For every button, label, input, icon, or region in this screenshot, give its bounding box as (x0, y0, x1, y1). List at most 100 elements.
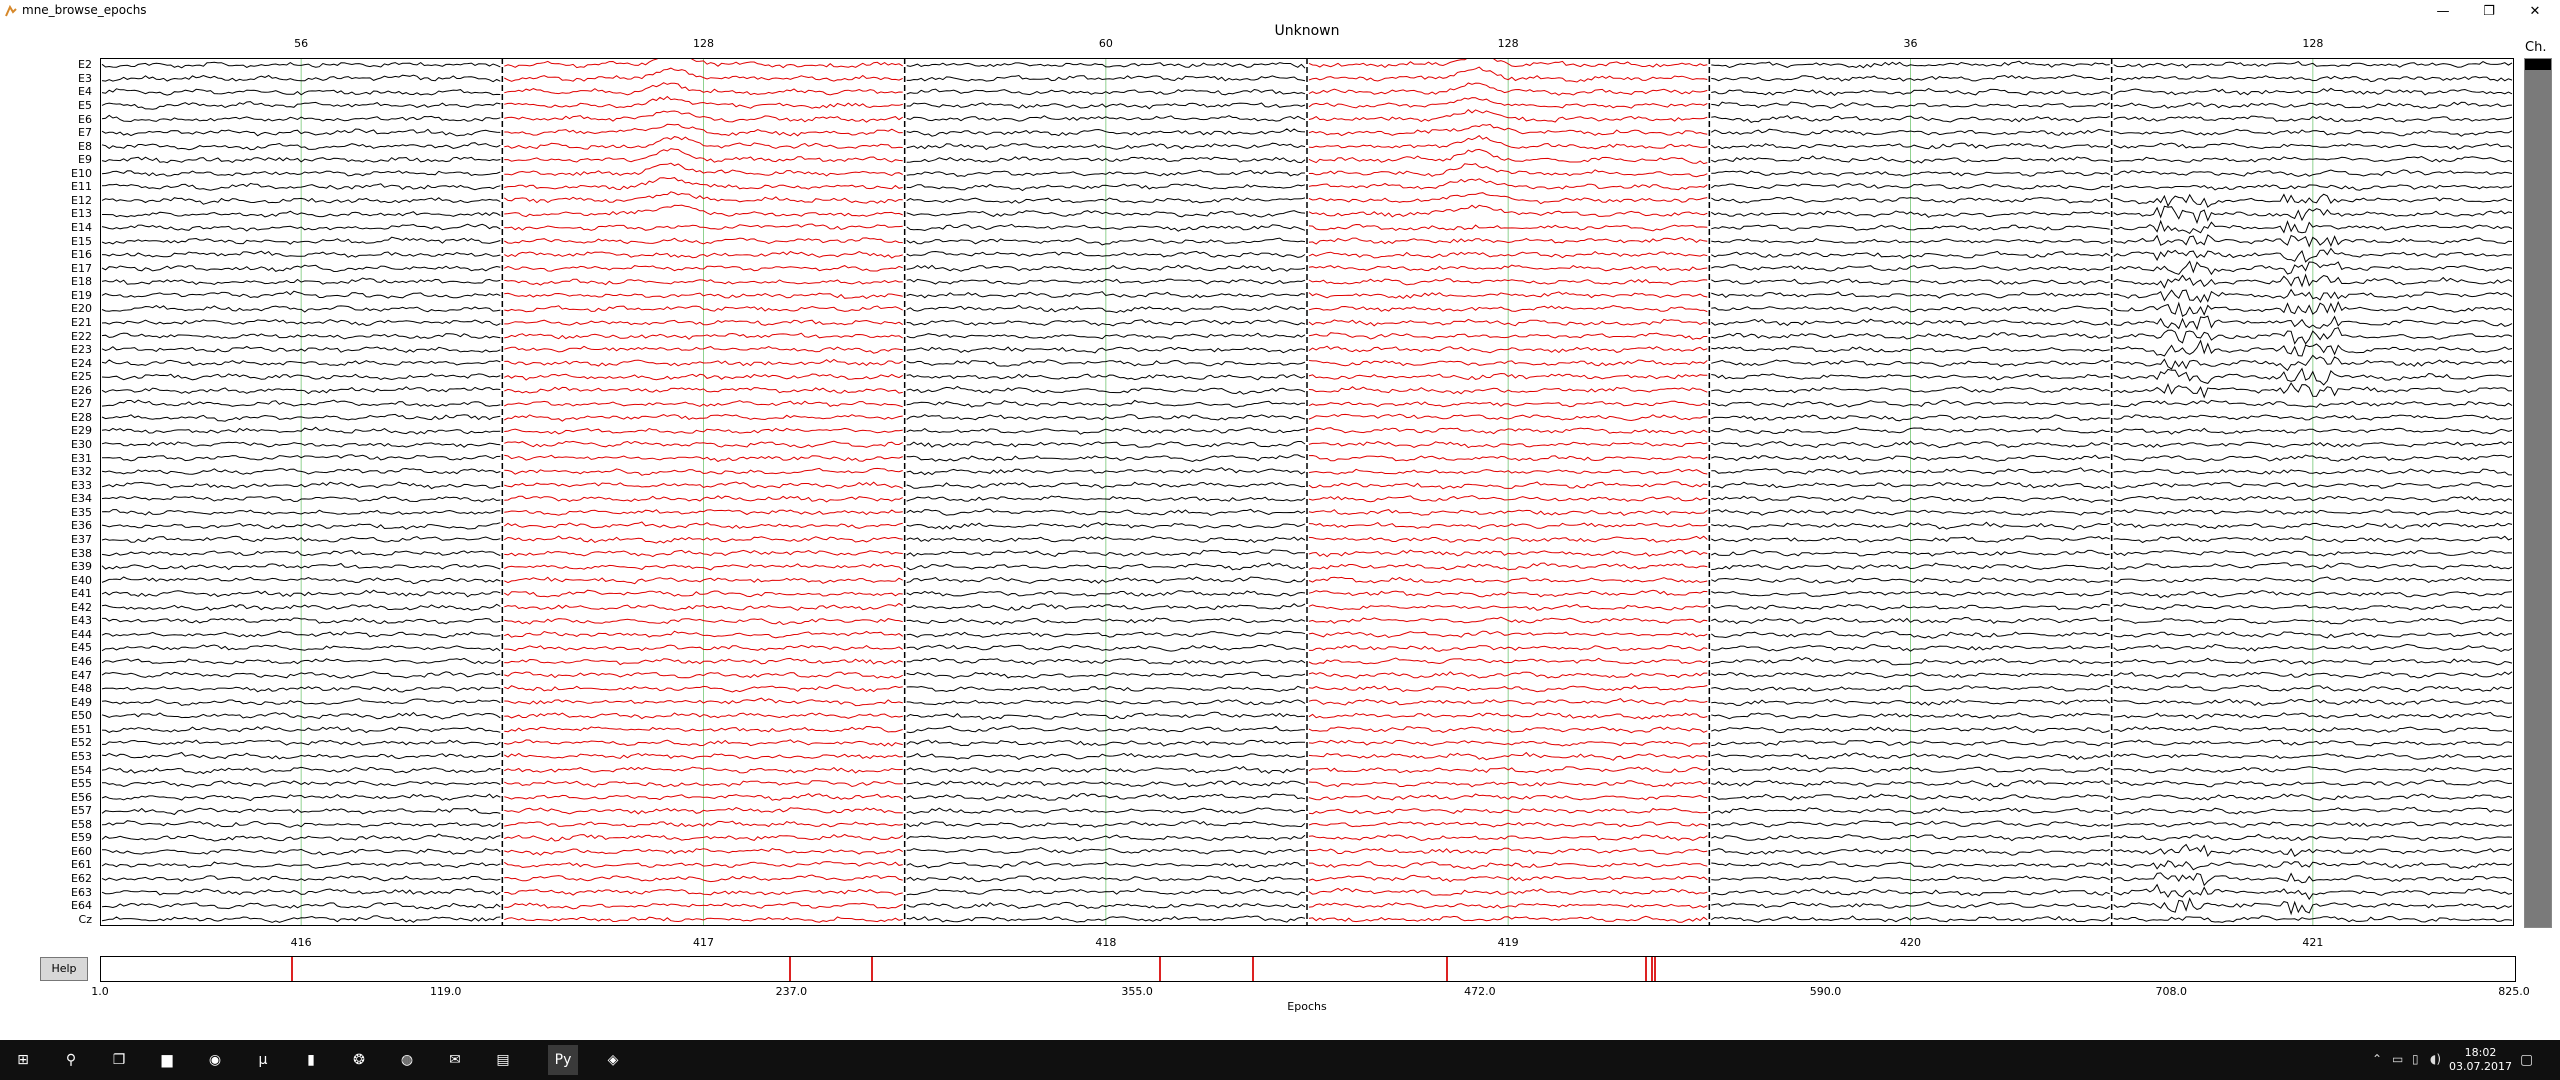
channel-label[interactable]: E32 (71, 465, 92, 479)
channel-scrollbar-thumb[interactable] (2525, 59, 2551, 70)
mail-icon[interactable]: ✉ (449, 1052, 461, 1068)
channel-label[interactable]: E42 (71, 600, 92, 614)
channel-label[interactable]: E54 (71, 763, 92, 777)
channel-label[interactable]: E4 (78, 85, 92, 99)
channel-label[interactable]: E39 (71, 560, 92, 574)
steam-icon[interactable]: ◍ (400, 1052, 414, 1068)
channel-label[interactable]: E43 (71, 614, 92, 628)
channel-scrollbar[interactable] (2524, 58, 2552, 928)
epoch-419[interactable] (1308, 58, 1708, 926)
channel-label[interactable]: E45 (71, 641, 92, 655)
channel-label[interactable]: E61 (71, 858, 92, 872)
channel-label[interactable]: E24 (71, 356, 92, 370)
epoch-420[interactable] (1710, 58, 2111, 926)
channel-label[interactable]: E19 (71, 288, 92, 302)
minimize-button[interactable]: — (2436, 3, 2450, 19)
app-icon[interactable]: ▮ (307, 1052, 315, 1068)
channel-label[interactable]: E37 (71, 532, 92, 546)
channel-label[interactable]: E12 (71, 193, 92, 207)
browser-icon[interactable]: ❂ (353, 1052, 365, 1068)
epoch-417[interactable] (504, 58, 903, 926)
channel-label[interactable]: E35 (71, 505, 92, 519)
search-icon[interactable]: ⚲ (65, 1052, 77, 1068)
channel-label[interactable]: E56 (71, 790, 92, 804)
channel-label[interactable]: E36 (71, 519, 92, 533)
channel-label[interactable]: E53 (71, 749, 92, 763)
task-view-icon[interactable]: ❐ (112, 1052, 126, 1068)
channel-label[interactable]: E2 (78, 58, 92, 72)
channel-label[interactable]: E58 (71, 817, 92, 831)
channel-label[interactable]: E41 (71, 587, 92, 601)
channel-label[interactable]: E9 (78, 153, 92, 167)
channel-label[interactable]: E16 (71, 248, 92, 262)
channel-label[interactable]: E15 (71, 234, 92, 248)
channel-label[interactable]: E51 (71, 722, 92, 736)
file-explorer-icon[interactable]: ▆ (161, 1052, 173, 1068)
volume-icon[interactable]: ◖) (2430, 1052, 2442, 1066)
notification-icon[interactable]: ▢ (2520, 1052, 2534, 1068)
ipython-icon[interactable]: Py (548, 1045, 578, 1075)
epoch-trace-plot[interactable] (100, 58, 2514, 926)
channel-label[interactable]: E28 (71, 410, 92, 424)
channel-label[interactable]: E20 (71, 302, 92, 316)
channel-label[interactable]: E17 (71, 261, 92, 275)
python-icon[interactable]: ◈ (607, 1052, 619, 1068)
epoch-421[interactable] (2113, 58, 2513, 926)
channel-label[interactable]: E10 (71, 166, 92, 180)
epoch-418[interactable] (906, 58, 1306, 926)
taskbar-clock[interactable]: 18:02 03.07.2017 (2449, 1046, 2512, 1074)
channel-label[interactable]: E29 (71, 424, 92, 438)
channel-label[interactable]: E40 (71, 573, 92, 587)
channel-label[interactable]: E8 (78, 139, 92, 153)
channel-label[interactable]: E6 (78, 112, 92, 126)
channel-label[interactable]: E47 (71, 668, 92, 682)
help-button[interactable]: Help (40, 957, 88, 981)
channel-label[interactable]: E3 (78, 71, 92, 85)
epoch-overview-bar[interactable] (100, 956, 2516, 982)
restore-button[interactable]: ❐ (2483, 3, 2495, 19)
channel-trace (906, 115, 1306, 122)
channel-label[interactable]: E49 (71, 695, 92, 709)
channel-label[interactable]: E27 (71, 397, 92, 411)
channel-label[interactable]: E46 (71, 655, 92, 669)
channel-label[interactable]: E33 (71, 478, 92, 492)
channel-label[interactable]: E44 (71, 627, 92, 641)
channel-label[interactable]: E30 (71, 438, 92, 452)
epoch-416[interactable] (101, 58, 501, 926)
channel-label[interactable]: E64 (71, 899, 92, 913)
channel-label[interactable]: E60 (71, 844, 92, 858)
channel-label[interactable]: E59 (71, 831, 92, 845)
channel-label[interactable]: E26 (71, 383, 92, 397)
channel-label[interactable]: E48 (71, 682, 92, 696)
channel-label[interactable]: E38 (71, 546, 92, 560)
channel-label[interactable]: E14 (71, 221, 92, 235)
channel-label[interactable]: E23 (71, 343, 92, 357)
start-icon[interactable]: ⊞ (17, 1052, 29, 1068)
channel-label[interactable]: E13 (71, 207, 92, 221)
channel-label[interactable]: E7 (78, 126, 92, 140)
chrome-icon[interactable]: ◉ (208, 1052, 222, 1068)
channel-label[interactable]: E55 (71, 777, 92, 791)
channel-label[interactable]: E11 (71, 180, 92, 194)
channel-label[interactable]: E31 (71, 451, 92, 465)
close-button[interactable]: ✕ (2529, 3, 2541, 19)
network-icon[interactable]: ▭ (2392, 1052, 2404, 1066)
channel-label[interactable]: E52 (71, 736, 92, 750)
channel-label[interactable]: Cz (78, 912, 92, 926)
channel-label[interactable]: E57 (71, 804, 92, 818)
channel-label[interactable]: E63 (71, 885, 92, 899)
channel-label[interactable]: E50 (71, 709, 92, 723)
channel-label[interactable]: E5 (78, 98, 92, 112)
channel-label[interactable]: E21 (71, 315, 92, 329)
utorrent-icon[interactable]: µ (258, 1052, 268, 1068)
terminal-icon[interactable]: ▤ (496, 1052, 510, 1068)
channel-label[interactable]: E25 (71, 370, 92, 384)
tray-chevron-icon[interactable]: ⌃ (2372, 1052, 2383, 1066)
channel-label[interactable]: E62 (71, 872, 92, 886)
channel-scrollbar-track[interactable] (2525, 70, 2551, 927)
battery-icon[interactable]: ▯ (2412, 1052, 2419, 1066)
channel-label[interactable]: E18 (71, 275, 92, 289)
trace-canvas[interactable] (100, 58, 2514, 926)
channel-label[interactable]: E34 (71, 492, 92, 506)
channel-label[interactable]: E22 (71, 329, 92, 343)
